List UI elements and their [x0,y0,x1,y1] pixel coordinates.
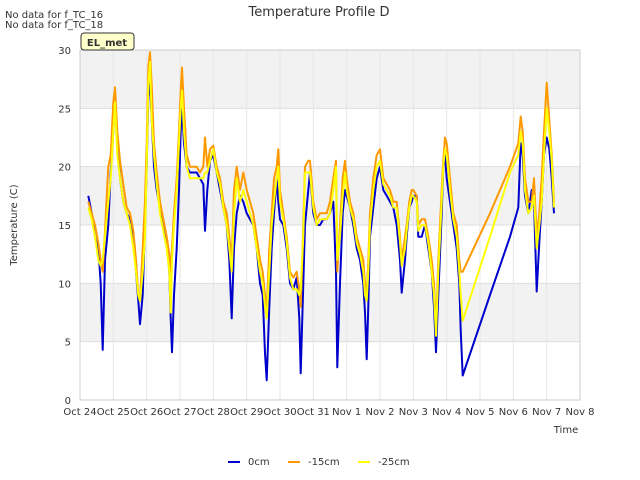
y-axis: 0 5 10 15 20 25 30 [58,46,71,407]
chart-title: Temperature Profile D [247,5,389,20]
y-tick-label: 30 [58,46,71,57]
legend-label: 0cm [248,457,270,468]
background-band [80,283,580,342]
legend: 0cm -15cm -25cm [228,457,410,468]
station-label: EL_met [87,38,127,49]
x-tick-label: Nov 4 [432,407,461,418]
y-tick-label: 10 [58,279,71,290]
background-band [80,341,580,400]
x-tick-label: Oct 29 [230,407,263,418]
legend-label: -25cm [378,457,410,468]
no-data-note-1: No data for f_TC_16 [5,10,103,21]
x-tick-label: Oct 26 [130,407,163,418]
plot-frame [79,49,581,401]
y-tick-label: 5 [65,338,71,349]
x-tick-label: Nov 6 [499,407,528,418]
series-line-25cm [87,60,555,337]
legend-label: -15cm [308,457,340,468]
x-tick-label: Nov 2 [365,407,394,418]
background-band [80,108,580,167]
y-tick-label: 25 [58,104,71,115]
series-layer [87,51,555,382]
x-axis: Oct 24 Oct 25 Oct 26 Oct 27 Oct 28 Oct 29 Oct … [63,407,594,418]
y-tick-label: 15 [58,221,71,232]
x-tick-label: Nov 3 [399,407,428,418]
background-band [80,50,580,109]
x-tick-label: Oct 25 [97,407,130,418]
x-axis-label: Time [553,425,578,436]
x-tick-label: Oct 27 [163,407,196,418]
x-tick-label: Oct 30 [263,407,296,418]
background-bands [80,50,580,400]
y-tick-label: 0 [65,396,71,407]
y-tick-label: 20 [58,163,71,174]
x-tick-label: Oct 31 [297,407,330,418]
x-tick-label: Nov 1 [332,407,361,418]
x-tick-label: Nov 5 [465,407,494,418]
x-tick-label: Nov 8 [565,407,594,418]
station-label-box: EL_met [80,32,135,51]
y-axis-label: Temperature (C) [9,184,20,266]
x-tick-label: Oct 24 [63,407,96,418]
no-data-note-2: No data for f_TC_18 [5,20,103,31]
x-tick-label: Nov 7 [532,407,561,418]
x-tick-label: Oct 28 [197,407,230,418]
